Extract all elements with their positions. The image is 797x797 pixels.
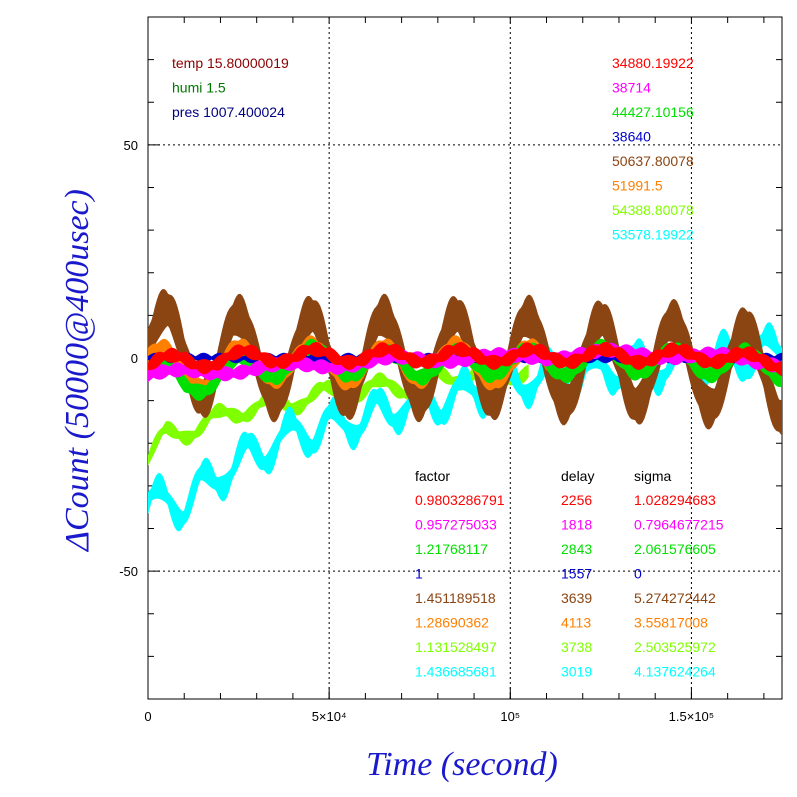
table-cell-delay: 4113 bbox=[561, 615, 591, 631]
x-tick-label: 10⁵ bbox=[500, 709, 520, 724]
table-cell-factor: 1.28690362 bbox=[415, 615, 489, 631]
table-header: delay bbox=[561, 468, 594, 484]
table-cell-sigma: 1.028294683 bbox=[634, 492, 716, 508]
table-cell-sigma: 5.274272442 bbox=[634, 590, 716, 606]
series-means-label: 54388.80078 bbox=[612, 202, 694, 218]
table-cell-factor: 1 bbox=[415, 566, 423, 582]
table-cell-delay: 1818 bbox=[561, 517, 592, 533]
table-cell-delay: 2843 bbox=[561, 541, 592, 557]
series-means-label: 34880.19922 bbox=[612, 55, 694, 71]
env-label: temp 15.80000019 bbox=[172, 55, 289, 71]
table-header: factor bbox=[415, 468, 450, 484]
legend-means: 34880.19922 38714 44427.10156 38640 50637.80… bbox=[612, 55, 694, 243]
series-layer bbox=[148, 289, 782, 532]
x-tick-label: 1.5×10⁵ bbox=[669, 709, 715, 724]
y-tick-label: 50 bbox=[124, 138, 138, 153]
series-means-label: 38714 bbox=[612, 80, 651, 96]
environment-labels: temp 15.80000019 humi 1.5 pres 1007.400024 bbox=[172, 55, 289, 120]
series-means-label: 38640 bbox=[612, 129, 651, 145]
table-cell-factor: 0.957275033 bbox=[415, 517, 497, 533]
series-means-label: 53578.19922 bbox=[612, 227, 694, 243]
y-tick-label: -50 bbox=[119, 564, 138, 579]
table-cell-sigma: 4.137624264 bbox=[634, 664, 716, 680]
table-cell-sigma: 0.7964677215 bbox=[634, 517, 724, 533]
table-header: sigma bbox=[634, 468, 672, 484]
table-cell-delay: 2256 bbox=[561, 492, 592, 508]
table-cell-sigma: 2.503525972 bbox=[634, 639, 716, 655]
env-label: humi 1.5 bbox=[172, 80, 226, 96]
y-tick-label: 0 bbox=[131, 351, 138, 366]
x-tick-label: 5×10⁴ bbox=[312, 709, 347, 724]
table-cell-factor: 1.131528497 bbox=[415, 639, 497, 655]
series-band-0 bbox=[148, 341, 782, 377]
tick-labels: 0 5×10⁴ 10⁵ 1.5×10⁵ -50 0 50 bbox=[119, 138, 714, 724]
table-cell-sigma: 3.55817008 bbox=[634, 615, 708, 631]
table-cell-delay: 3639 bbox=[561, 590, 592, 606]
x-axis-title: Time (second) bbox=[366, 746, 558, 783]
env-label: pres 1007.400024 bbox=[172, 104, 285, 120]
axis-ticks bbox=[147, 17, 782, 699]
series-means-label: 44427.10156 bbox=[612, 104, 694, 120]
table-cell-delay: 3738 bbox=[561, 639, 592, 655]
series-table: factor delay sigma 0.9803286791 2256 1.028294… bbox=[415, 468, 724, 680]
table-cell-delay: 3019 bbox=[561, 664, 592, 680]
series-means-label: 51991.5 bbox=[612, 178, 663, 194]
y-axis-title: ΔCount (50000@400usec) bbox=[59, 189, 96, 553]
x-tick-label: 0 bbox=[144, 709, 151, 724]
table-cell-sigma: 2.061576605 bbox=[634, 541, 716, 557]
table-cell-sigma: 0 bbox=[634, 566, 642, 582]
series-means-label: 50637.80078 bbox=[612, 153, 694, 169]
table-cell-factor: 1.451189518 bbox=[415, 590, 496, 606]
table-cell-delay: 1557 bbox=[561, 566, 592, 582]
table-cell-factor: 1.21768117 bbox=[415, 541, 488, 557]
table-cell-factor: 0.9803286791 bbox=[415, 492, 505, 508]
table-cell-factor: 1.436685681 bbox=[415, 664, 497, 680]
